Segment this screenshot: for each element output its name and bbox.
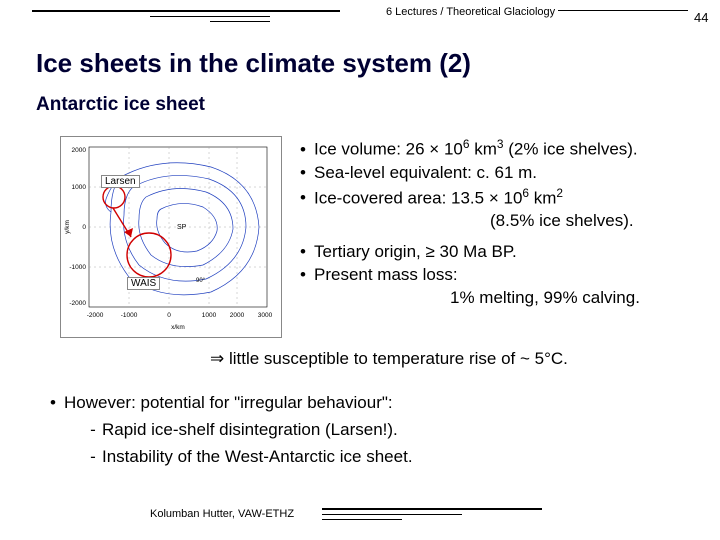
bullet-sea-level: •Sea-level equivalent: c. 61 m. (300, 162, 710, 185)
svg-text:-1000: -1000 (121, 312, 138, 319)
map-svg: -2000 -1000 0 1000 2000 3000 x/km 2000 1… (61, 137, 281, 337)
footer-rule-top (322, 508, 542, 510)
svg-text:-1000: -1000 (69, 264, 86, 271)
bullet-area: •Ice-covered area: 13.5 × 106 km2 (300, 185, 710, 211)
arrow-icon: ⇒ (210, 349, 224, 368)
page-number: 44 (694, 10, 708, 25)
bullet-massloss-sub: 1% melting, 99% calving. (300, 287, 710, 310)
map-label-wais: WAIS (127, 277, 160, 290)
footer-rule-mid (322, 514, 462, 515)
svg-text:2000: 2000 (72, 147, 87, 154)
svg-text:90°: 90° (196, 278, 206, 284)
header-rule-right (558, 10, 688, 11)
dash-instability: -Instability of the West-Antarctic ice s… (50, 446, 690, 469)
header-rule-left-low (210, 21, 270, 22)
bullet-tertiary: •Tertiary origin, ≥ 30 Ma BP. (300, 241, 710, 264)
bullet-massloss: •Present mass loss: (300, 264, 710, 287)
svg-text:1000: 1000 (202, 312, 217, 319)
svg-text:SP: SP (177, 224, 187, 231)
conclusion-line: ⇒ little susceptible to temperature rise… (210, 348, 710, 371)
footer-author: Kolumban Hutter, VAW-ETHZ (150, 508, 294, 520)
svg-text:0: 0 (82, 224, 86, 231)
page-title: Ice sheets in the climate system (2) (36, 48, 471, 79)
svg-text:1000: 1000 (72, 184, 87, 191)
bullet-area-sub: (8.5% ice shelves). (300, 210, 710, 233)
bullet-ice-volume: •Ice volume: 26 × 106 km3 (2% ice shelve… (300, 136, 710, 162)
svg-text:3000: 3000 (258, 312, 273, 319)
dash-rapid: -Rapid ice-shelf disintegration (Larsen!… (50, 419, 690, 442)
header-rule-left-mid (150, 16, 270, 17)
bullets-lower: •However: potential for "irregular behav… (50, 392, 690, 469)
svg-text:-2000: -2000 (87, 312, 104, 319)
header-course: 6 Lectures / Theoretical Glaciology (386, 6, 555, 18)
map-label-larsen: Larsen (101, 175, 140, 188)
svg-text:-2000: -2000 (69, 300, 86, 307)
svg-text:2000: 2000 (230, 312, 245, 319)
header-rule-left-top (32, 10, 340, 12)
bullet-however: •However: potential for "irregular behav… (50, 392, 690, 415)
footer-rule-low (322, 519, 402, 520)
svg-text:y/km: y/km (64, 220, 71, 234)
antarctica-map: -2000 -1000 0 1000 2000 3000 x/km 2000 1… (60, 136, 282, 338)
bullets-right: •Ice volume: 26 × 106 km3 (2% ice shelve… (300, 136, 710, 310)
svg-text:0: 0 (167, 312, 171, 319)
subtitle: Antarctic ice sheet (36, 94, 205, 116)
svg-text:x/km: x/km (171, 324, 185, 331)
